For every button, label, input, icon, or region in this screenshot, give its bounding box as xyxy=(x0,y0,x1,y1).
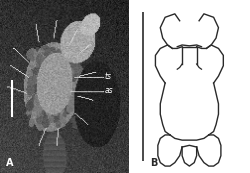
Text: ts: ts xyxy=(104,72,111,81)
Text: as: as xyxy=(104,86,113,95)
Text: B: B xyxy=(150,158,158,168)
Text: A: A xyxy=(6,158,14,168)
